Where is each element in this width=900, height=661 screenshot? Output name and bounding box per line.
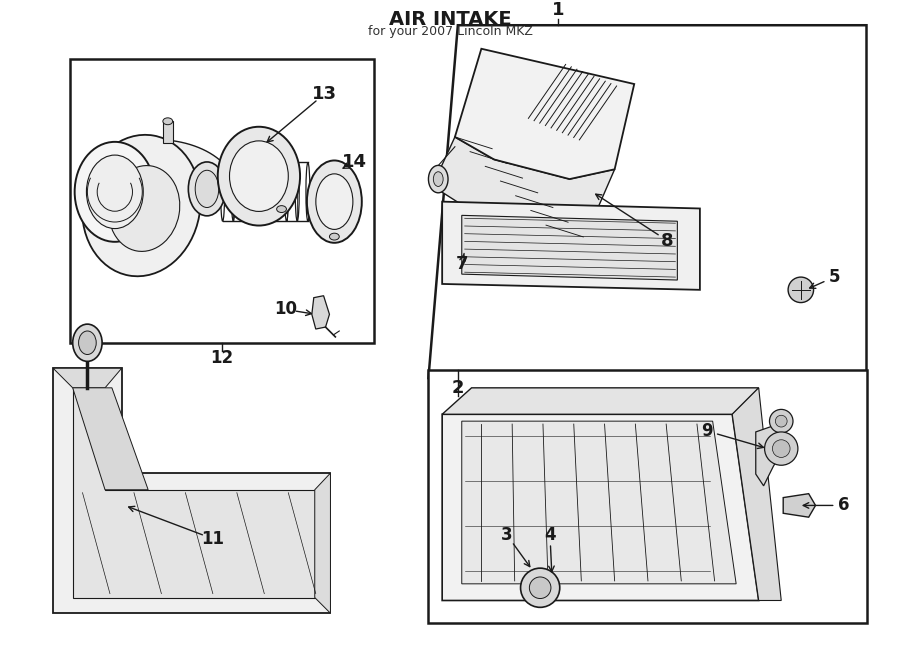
- Ellipse shape: [73, 324, 102, 362]
- Polygon shape: [756, 425, 785, 486]
- Polygon shape: [442, 414, 759, 600]
- Ellipse shape: [230, 141, 288, 212]
- Ellipse shape: [163, 118, 173, 125]
- Polygon shape: [454, 49, 634, 179]
- Polygon shape: [442, 202, 700, 290]
- Ellipse shape: [329, 233, 339, 240]
- Circle shape: [770, 409, 793, 433]
- Ellipse shape: [86, 155, 143, 229]
- Polygon shape: [462, 215, 678, 280]
- Ellipse shape: [188, 162, 226, 216]
- Ellipse shape: [109, 166, 180, 251]
- Text: 5: 5: [828, 268, 840, 286]
- Ellipse shape: [75, 142, 155, 242]
- Circle shape: [772, 440, 790, 457]
- Ellipse shape: [433, 172, 443, 186]
- Ellipse shape: [428, 165, 448, 193]
- Polygon shape: [73, 388, 315, 598]
- Ellipse shape: [276, 206, 286, 212]
- Polygon shape: [53, 368, 122, 388]
- Polygon shape: [428, 25, 867, 378]
- Text: 9: 9: [701, 422, 713, 440]
- Polygon shape: [462, 421, 736, 584]
- Text: 1: 1: [552, 1, 564, 19]
- Circle shape: [520, 568, 560, 607]
- Ellipse shape: [316, 174, 353, 229]
- Polygon shape: [315, 473, 330, 613]
- Text: 4: 4: [544, 526, 556, 544]
- Polygon shape: [311, 295, 329, 329]
- Text: for your 2007 Lincoln MKZ: for your 2007 Lincoln MKZ: [367, 25, 533, 38]
- Polygon shape: [53, 368, 330, 613]
- Polygon shape: [783, 494, 815, 517]
- Circle shape: [529, 577, 551, 598]
- Polygon shape: [733, 388, 781, 600]
- Ellipse shape: [218, 127, 300, 225]
- Text: 7: 7: [455, 255, 468, 274]
- Text: 2: 2: [452, 379, 464, 397]
- Text: AIR INTAKE: AIR INTAKE: [389, 9, 511, 28]
- Bar: [70, 59, 373, 343]
- Ellipse shape: [307, 161, 362, 243]
- Polygon shape: [442, 388, 759, 414]
- Text: 14: 14: [341, 153, 366, 171]
- Polygon shape: [73, 388, 148, 490]
- Bar: [163, 121, 173, 143]
- Text: 12: 12: [210, 350, 233, 368]
- Ellipse shape: [82, 135, 201, 276]
- Text: 3: 3: [501, 526, 513, 544]
- Circle shape: [776, 415, 788, 427]
- Bar: [428, 370, 867, 623]
- Text: 8: 8: [662, 232, 674, 250]
- Circle shape: [788, 277, 814, 303]
- Text: 10: 10: [274, 301, 297, 319]
- Ellipse shape: [195, 171, 219, 208]
- Text: 13: 13: [312, 85, 338, 103]
- Text: 6: 6: [838, 496, 850, 514]
- Polygon shape: [432, 137, 615, 225]
- Polygon shape: [143, 139, 237, 192]
- Circle shape: [765, 432, 798, 465]
- Text: 11: 11: [202, 529, 224, 548]
- Ellipse shape: [78, 331, 96, 354]
